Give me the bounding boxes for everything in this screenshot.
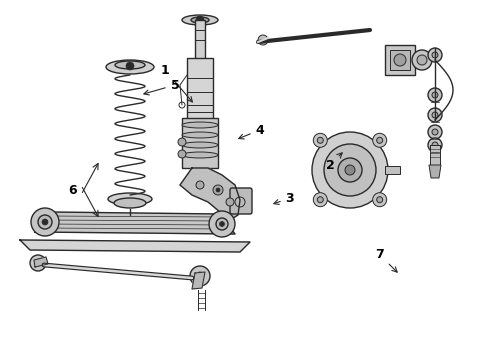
- Circle shape: [190, 266, 210, 286]
- Circle shape: [428, 88, 442, 102]
- Circle shape: [428, 108, 442, 122]
- Circle shape: [220, 221, 224, 226]
- Circle shape: [345, 165, 355, 175]
- Circle shape: [394, 54, 406, 66]
- Text: 2: 2: [326, 153, 342, 171]
- Circle shape: [412, 50, 432, 70]
- Circle shape: [126, 62, 134, 70]
- Circle shape: [196, 181, 204, 189]
- Circle shape: [313, 133, 327, 147]
- Ellipse shape: [191, 17, 209, 23]
- Bar: [385, 166, 400, 174]
- Circle shape: [432, 142, 438, 148]
- Text: 7: 7: [376, 248, 397, 272]
- Circle shape: [196, 16, 204, 24]
- Text: 6: 6: [69, 184, 77, 197]
- Circle shape: [373, 193, 387, 207]
- Bar: [182, 118, 218, 168]
- Text: 5: 5: [144, 78, 179, 95]
- Ellipse shape: [108, 193, 152, 205]
- Circle shape: [42, 219, 48, 225]
- Circle shape: [312, 132, 388, 208]
- Ellipse shape: [182, 122, 218, 128]
- Text: 1: 1: [161, 63, 193, 102]
- Circle shape: [324, 144, 376, 196]
- Polygon shape: [34, 257, 48, 267]
- Circle shape: [258, 35, 268, 45]
- Circle shape: [209, 211, 235, 237]
- Ellipse shape: [182, 152, 218, 158]
- Circle shape: [318, 197, 323, 203]
- Text: 4: 4: [239, 123, 265, 139]
- Polygon shape: [35, 212, 235, 234]
- Circle shape: [432, 52, 438, 58]
- Circle shape: [178, 138, 186, 146]
- Circle shape: [432, 92, 438, 98]
- Circle shape: [226, 198, 234, 206]
- Circle shape: [377, 137, 383, 143]
- Circle shape: [196, 272, 204, 280]
- Ellipse shape: [182, 142, 218, 148]
- Bar: [430, 145, 440, 165]
- Circle shape: [377, 197, 383, 203]
- FancyBboxPatch shape: [230, 188, 252, 214]
- Circle shape: [432, 112, 438, 118]
- Polygon shape: [192, 272, 205, 289]
- Circle shape: [373, 133, 387, 147]
- Circle shape: [216, 218, 228, 230]
- Polygon shape: [180, 168, 240, 220]
- Bar: [390, 50, 410, 70]
- Ellipse shape: [114, 198, 146, 208]
- Text: 3: 3: [274, 192, 294, 204]
- Circle shape: [35, 260, 41, 266]
- Circle shape: [318, 137, 323, 143]
- Polygon shape: [20, 240, 250, 252]
- Circle shape: [38, 215, 52, 229]
- Bar: [187, 58, 213, 120]
- Polygon shape: [429, 165, 441, 178]
- Circle shape: [216, 188, 220, 192]
- Ellipse shape: [182, 15, 218, 25]
- Circle shape: [31, 208, 59, 236]
- Circle shape: [30, 255, 46, 271]
- Circle shape: [428, 48, 442, 62]
- Circle shape: [178, 150, 186, 158]
- Ellipse shape: [182, 132, 218, 138]
- Circle shape: [428, 138, 442, 152]
- Circle shape: [338, 158, 362, 182]
- Circle shape: [432, 129, 438, 135]
- Bar: [385, 45, 415, 75]
- Circle shape: [213, 185, 223, 195]
- Ellipse shape: [106, 60, 154, 74]
- Circle shape: [428, 125, 442, 139]
- Ellipse shape: [115, 61, 145, 69]
- Bar: [195, 20, 205, 60]
- Circle shape: [313, 193, 327, 207]
- Circle shape: [417, 55, 427, 65]
